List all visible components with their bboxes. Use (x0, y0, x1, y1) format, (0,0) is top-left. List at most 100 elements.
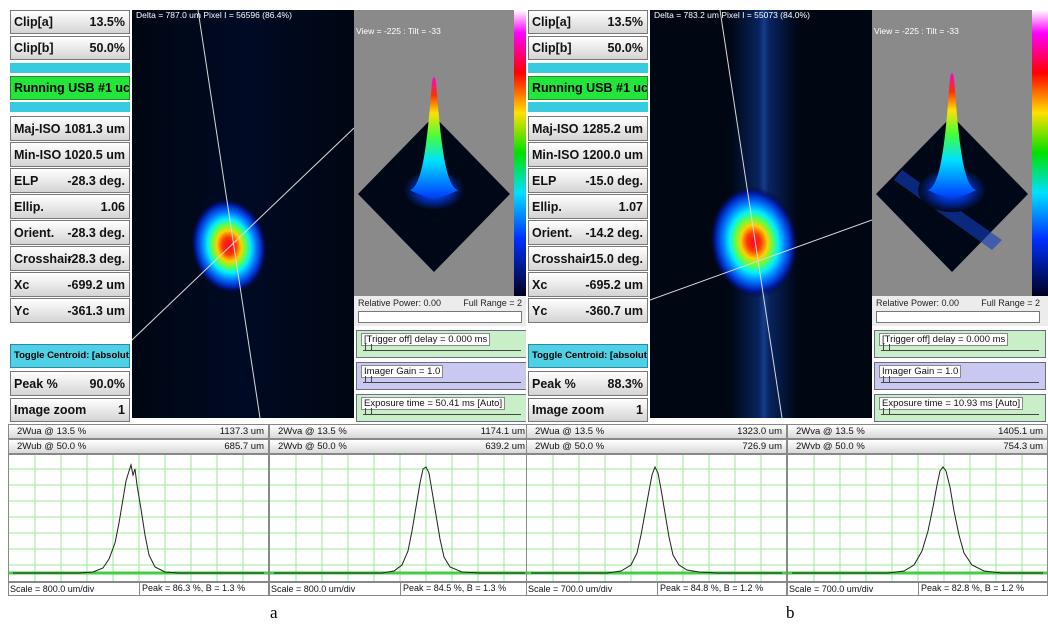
imager-gain-slider[interactable]: Imager Gain = 1.0 (356, 362, 528, 390)
profile-plot-u[interactable] (526, 454, 787, 582)
yc-row: Yc -361.3 um (10, 298, 130, 323)
full-range-label: Full Range = 2 (981, 298, 1040, 308)
exposure-time-slider[interactable]: Exposure time = 10.93 ms [Auto] (874, 394, 1046, 422)
imager-gain-slider[interactable]: Imager Gain = 1.0 (874, 362, 1046, 390)
maj-iso-row: Maj-ISO 1081.3 um (10, 116, 130, 141)
image-zoom-row[interactable]: Image zoom 1 (528, 398, 648, 422)
clip-a-row[interactable]: Clip[a] 13.5% (528, 10, 648, 34)
peak-readout: Peak = 82.8 %, B = 1.2 % (918, 583, 1024, 595)
width-u-50-row: 2Wub @ 50.0 % 726.9 um (526, 439, 787, 454)
peak-readout: Peak = 84.5 %, B = 1.3 % (400, 583, 506, 595)
ellip-row: Ellip. 1.06 (10, 194, 130, 219)
toggle-centroid-button[interactable]: Toggle Centroid: [absolute] (10, 344, 130, 368)
profile-v-footer: Scale = 700.0 um/div Peak = 82.8 %, B = … (787, 582, 1048, 596)
profile-v-footer: Scale = 800.0 um/div Peak = 84.5 %, B = … (269, 582, 530, 596)
beam-delta-readout: Delta = 787.0 um Pixel I = 56596 (86.4%) (136, 10, 292, 20)
slider-track (363, 382, 521, 383)
crosshair-line (197, 10, 261, 418)
profile-u-footer: Scale = 700.0 um/div Peak = 84.8 %, B = … (526, 582, 787, 596)
peak-label: Peak % (532, 376, 576, 391)
width-label: 2Wvb @ 50.0 % (796, 441, 865, 452)
width-value: 1405.1 um (998, 426, 1043, 437)
3d-surface (358, 77, 510, 272)
slider-thumb[interactable] (883, 344, 890, 351)
peak-value: 88.3% (607, 376, 643, 391)
image-zoom-row[interactable]: Image zoom 1 (10, 398, 130, 422)
3d-peak (410, 77, 458, 197)
xc-value: -699.2 um (67, 277, 125, 292)
relative-power-bar: Relative Power: 0.00 Full Range = 2 (354, 296, 530, 326)
slider-thumb[interactable] (365, 408, 372, 415)
width-label: 2Wva @ 13.5 % (278, 426, 347, 437)
elp-label: ELP (14, 173, 39, 188)
toggle-centroid-button[interactable]: Toggle Centroid: [absolute] (528, 344, 648, 368)
slider-thumb[interactable] (365, 376, 372, 383)
elp-row: ELP -15.0 deg. (528, 168, 648, 193)
clip-b-value: 50.0% (607, 41, 643, 55)
xc-value: -695.2 um (585, 277, 643, 292)
clip-a-label: Clip[a] (532, 15, 571, 29)
beam-image[interactable]: Delta = 783.2 um Pixel I = 55073 (84.0%) (650, 10, 872, 418)
cyan-divider (10, 102, 130, 112)
3d-view[interactable]: View = -225 : Tilt = -33 (872, 10, 1032, 296)
running-status[interactable]: Running USB #1 uccd.6 (10, 76, 130, 100)
min-iso-value: 1020.5 um (64, 147, 125, 162)
beam-intensity-plot (650, 10, 872, 418)
orient-value: -14.2 deg. (585, 225, 643, 240)
view-tilt-readout: View = -225 : Tilt = -33 (356, 26, 441, 36)
clip-b-row[interactable]: Clip[b] 50.0% (528, 36, 648, 60)
elp-label: ELP (532, 173, 557, 188)
beam-intensity-plot (132, 10, 354, 418)
exposure-time-label: Exposure time = 10.93 ms [Auto] (879, 397, 1024, 410)
orient-value: -28.3 deg. (67, 225, 125, 240)
peak-value: 90.0% (89, 376, 125, 391)
trigger-delay-label: [Trigger off] delay = 0.000 ms (879, 333, 1009, 346)
yc-value: -360.7 um (585, 303, 643, 318)
crosshair-row[interactable]: Crosshair -28.3 deg. (10, 246, 130, 271)
exposure-time-slider[interactable]: Exposure time = 50.41 ms [Auto] (356, 394, 528, 422)
width-v-135-row: 2Wva @ 13.5 % 1405.1 um (787, 424, 1048, 439)
maj-iso-label: Maj-ISO (14, 121, 61, 136)
elp-row: ELP -28.3 deg. (10, 168, 130, 193)
crosshair-row[interactable]: Crosshair -15.0 deg. (528, 246, 648, 271)
slider-thumb[interactable] (365, 344, 372, 351)
peak-row: Peak % 90.0% (10, 371, 130, 396)
yc-row: Yc -360.7 um (528, 298, 648, 323)
color-scale-bar (1032, 10, 1048, 296)
width-label: 2Wvb @ 50.0 % (278, 441, 347, 452)
crosshair-line (650, 219, 872, 301)
trigger-delay-slider[interactable]: [Trigger off] delay = 0.000 ms (356, 330, 528, 358)
running-status[interactable]: Running USB #1 uccd.6 (528, 76, 648, 100)
trigger-delay-slider[interactable]: [Trigger off] delay = 0.000 ms (874, 330, 1046, 358)
width-v-135-row: 2Wva @ 13.5 % 1174.1 um (269, 424, 530, 439)
orient-label: Orient. (532, 225, 573, 240)
cyan-divider (10, 63, 130, 73)
clip-b-row[interactable]: Clip[b] 50.0% (10, 36, 130, 60)
slider-track (881, 382, 1039, 383)
crosshair-line (132, 127, 354, 341)
panel-b-caption: b (786, 603, 795, 622)
width-value: 754.3 um (1003, 441, 1043, 452)
maj-iso-value: 1081.3 um (64, 121, 125, 136)
slider-thumb[interactable] (883, 408, 890, 415)
clip-a-row[interactable]: Clip[a] 13.5% (10, 10, 130, 34)
ellip-label: Ellip. (14, 199, 44, 214)
xc-row: Xc -699.2 um (10, 272, 130, 297)
width-label: 2Wua @ 13.5 % (535, 426, 605, 437)
peak-row: Peak % 88.3% (528, 371, 648, 396)
profile-plot-v[interactable] (787, 454, 1048, 582)
min-iso-row: Min-ISO 1200.0 um (528, 142, 648, 167)
width-u-50-row: 2Wub @ 50.0 % 685.7 um (8, 439, 269, 454)
width-label: 2Wub @ 50.0 % (17, 441, 87, 452)
clip-b-value: 50.0% (89, 41, 125, 55)
3d-view[interactable]: View = -225 : Tilt = -33 (354, 10, 514, 296)
profile-plot-v[interactable] (269, 454, 530, 582)
ellip-value: 1.07 (618, 199, 643, 214)
slider-thumb[interactable] (883, 376, 890, 383)
clip-a-value: 13.5% (89, 15, 125, 29)
orient-label: Orient. (14, 225, 55, 240)
width-value: 1174.1 um (480, 426, 525, 437)
profile-plot-u[interactable] (8, 454, 269, 582)
beam-image[interactable]: Delta = 787.0 um Pixel I = 56596 (86.4%) (132, 10, 354, 418)
trigger-delay-label: [Trigger off] delay = 0.000 ms (361, 333, 491, 346)
